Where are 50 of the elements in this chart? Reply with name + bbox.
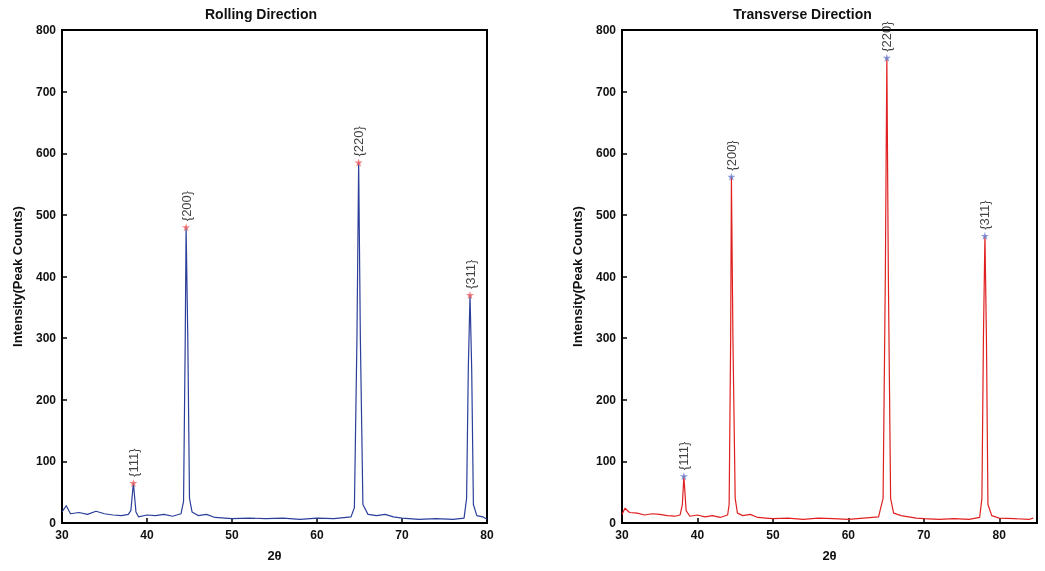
point bbox=[679, 472, 688, 481]
y-axis-title: Intensity(Peak Counts) bbox=[570, 206, 585, 347]
x-tick-label: 80 bbox=[480, 528, 494, 542]
y-tick-label: 300 bbox=[35, 331, 57, 346]
x-tick-label: 50 bbox=[766, 528, 780, 542]
y-tick-label: 200 bbox=[595, 392, 617, 407]
annotation: {200} bbox=[178, 190, 194, 222]
x-tick-label: 60 bbox=[841, 528, 856, 542]
x-tick-label: 30 bbox=[615, 528, 629, 542]
x-tick-label: 70 bbox=[917, 528, 931, 542]
y-tick-label: 500 bbox=[35, 207, 57, 222]
point bbox=[182, 223, 191, 232]
x-tick-label: 60 bbox=[310, 528, 324, 542]
annotation: {311} bbox=[977, 199, 993, 230]
x-axis-title: 2θ bbox=[267, 548, 282, 563]
x-tick-label: 80 bbox=[992, 528, 1007, 542]
y-tick-label: 0 bbox=[609, 516, 617, 530]
point bbox=[129, 478, 138, 487]
y-axis-title: Intensity(Peak Counts) bbox=[10, 206, 25, 347]
point bbox=[980, 231, 989, 240]
y-tick-label: 800 bbox=[35, 23, 57, 37]
point bbox=[466, 290, 474, 299]
x-tick-label: 40 bbox=[690, 528, 705, 542]
y-tick-label: 800 bbox=[595, 23, 617, 37]
y-tick-label: 200 bbox=[35, 392, 57, 407]
annotation: {111} bbox=[676, 441, 692, 471]
y-tick-label: 400 bbox=[595, 269, 617, 284]
x-tick-label: 70 bbox=[395, 528, 409, 542]
y-tick-label: 700 bbox=[595, 84, 617, 99]
x-tick-label: 30 bbox=[55, 528, 69, 542]
x-tick-label: 40 bbox=[140, 528, 154, 542]
chart-title: Transverse Direction bbox=[733, 6, 872, 22]
y-tick-label: 300 bbox=[595, 331, 617, 346]
y-tick-label: 400 bbox=[35, 269, 57, 284]
x-tick-label: 50 bbox=[225, 528, 239, 542]
y-tick-label: 600 bbox=[595, 146, 617, 161]
annotation: {200} bbox=[723, 139, 739, 171]
annotation: {111} bbox=[125, 447, 141, 477]
annotation: {220} bbox=[879, 20, 895, 52]
y-tick-label: 700 bbox=[35, 84, 57, 99]
chart-title: Rolling Direction bbox=[205, 6, 317, 22]
x-axis-title: 2θ bbox=[822, 548, 837, 563]
y-tick-label: 100 bbox=[595, 454, 617, 469]
annotation: {220} bbox=[351, 125, 367, 157]
y-tick-label: 0 bbox=[49, 516, 57, 530]
y-tick-label: 500 bbox=[595, 207, 617, 222]
point bbox=[882, 53, 891, 62]
y-tick-label: 100 bbox=[35, 454, 57, 469]
y-tick-label: 600 bbox=[35, 146, 57, 161]
annotation: {311} bbox=[462, 258, 478, 289]
